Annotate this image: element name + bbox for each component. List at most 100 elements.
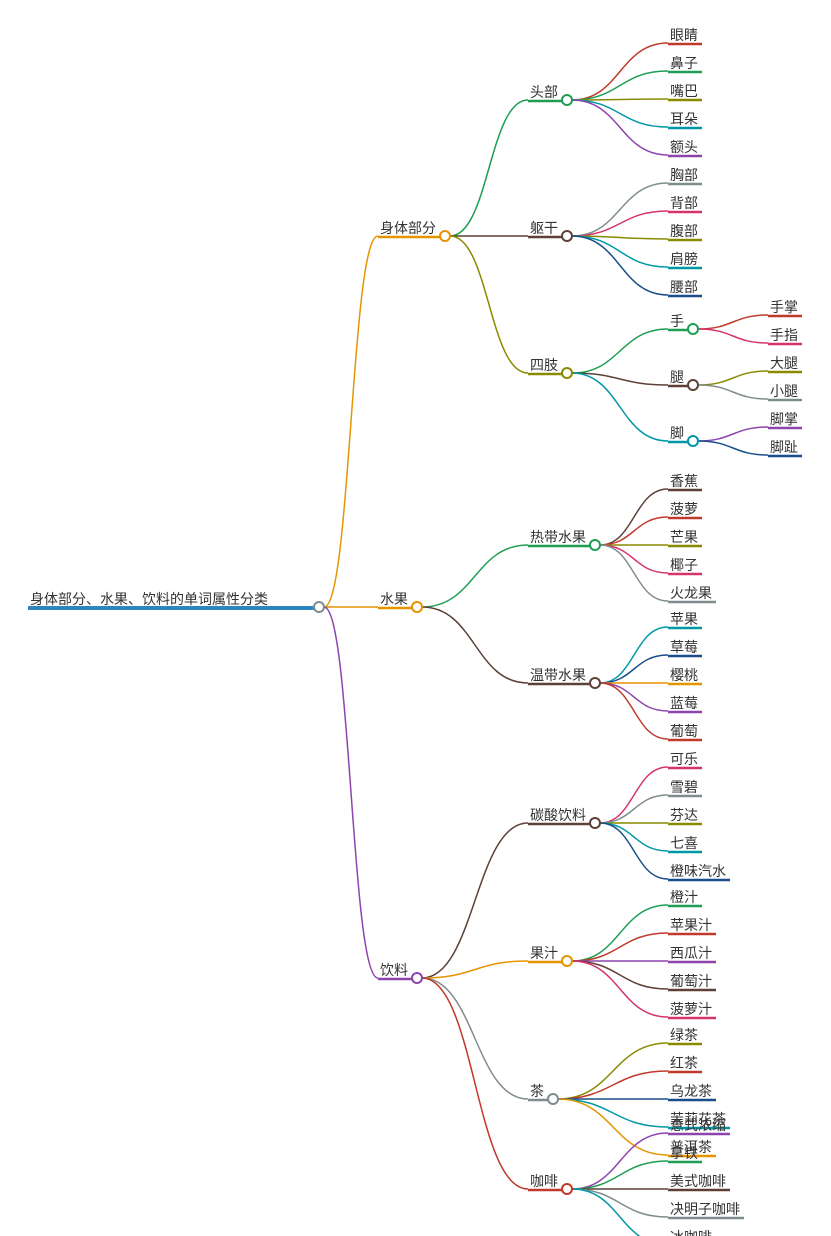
node-label: 鼻子	[670, 55, 698, 71]
node-label: 拿铁	[670, 1145, 698, 1161]
edge	[324, 607, 378, 978]
node-label: 躯干	[530, 220, 558, 236]
node-label: 背部	[670, 195, 698, 211]
edge	[572, 1189, 668, 1217]
edge	[698, 371, 768, 385]
node-label: 蓝莓	[670, 695, 698, 711]
edge	[572, 1189, 668, 1236]
node-label: 胸部	[670, 167, 698, 183]
edge	[600, 489, 668, 545]
node-label: 碳酸饮料	[530, 807, 586, 823]
edge	[422, 823, 528, 978]
edge	[558, 1043, 668, 1099]
node-label: 眼睛	[670, 27, 698, 43]
node-label: 腹部	[670, 223, 698, 239]
node-label: 茶	[530, 1083, 544, 1099]
edge	[450, 100, 528, 236]
node-label: 苹果汁	[670, 917, 712, 933]
edge	[600, 795, 668, 823]
node-label: 腰部	[670, 279, 698, 295]
branch-circle	[314, 602, 324, 612]
branch-circle	[562, 956, 572, 966]
labels-layer: 身体部分、水果、饮料的单词属性分类身体部分头部眼睛鼻子嘴巴耳朵额头躯干胸部背部腹…	[30, 27, 798, 1236]
node-label: 苹果	[670, 611, 698, 627]
branch-circle	[590, 678, 600, 688]
edge	[600, 517, 668, 545]
node-label: 乌龙茶	[670, 1083, 712, 1099]
node-label: 椰子	[670, 557, 698, 573]
edge	[572, 933, 668, 961]
edge	[422, 545, 528, 607]
node-label: 草莓	[670, 639, 698, 655]
node-label: 菠萝汁	[670, 1001, 712, 1017]
branch-circle	[688, 324, 698, 334]
edge	[600, 545, 668, 601]
node-label: 脚趾	[770, 439, 798, 455]
edge	[558, 1099, 668, 1155]
edge	[600, 683, 668, 711]
node-label: 头部	[530, 84, 558, 100]
branch-circle	[412, 973, 422, 983]
branch-circle	[562, 1184, 572, 1194]
edge	[572, 100, 668, 127]
node-label: 嘴巴	[670, 83, 698, 99]
node-label: 冰咖啡	[670, 1229, 712, 1236]
node-label: 橙味汽水	[670, 863, 726, 879]
node-label: 美式咖啡	[670, 1173, 726, 1189]
edge	[572, 183, 668, 236]
edge	[600, 683, 668, 739]
node-label: 额头	[670, 139, 698, 155]
node-label: 耳朵	[670, 111, 698, 127]
branch-circle	[562, 231, 572, 241]
branch-circle	[412, 602, 422, 612]
edge	[572, 211, 668, 236]
branch-circle	[590, 818, 600, 828]
node-label: 雪碧	[670, 779, 698, 795]
node-label: 脚	[670, 425, 684, 441]
node-label: 绿茶	[670, 1027, 698, 1043]
edge	[450, 236, 528, 373]
node-label: 葡萄汁	[670, 973, 712, 989]
node-label: 可乐	[670, 751, 698, 767]
edge	[698, 385, 768, 399]
node-label: 温带水果	[530, 667, 586, 683]
edge	[600, 767, 668, 823]
node-label: 脚掌	[770, 411, 798, 427]
edge	[422, 607, 528, 683]
node-label: 肩膀	[670, 251, 698, 267]
edge	[572, 236, 668, 267]
mindmap-container: 身体部分、水果、饮料的单词属性分类身体部分头部眼睛鼻子嘴巴耳朵额头躯干胸部背部腹…	[0, 0, 831, 1236]
node-label: 手指	[770, 327, 798, 343]
node-label: 香蕉	[670, 473, 698, 489]
node-label: 热带水果	[530, 529, 586, 545]
edge	[324, 236, 378, 607]
branch-circle	[688, 436, 698, 446]
node-label: 菠萝	[670, 501, 698, 517]
node-label: 小腿	[770, 383, 798, 399]
node-label: 腿	[670, 369, 684, 385]
branch-circle	[440, 231, 450, 241]
edge	[572, 100, 668, 155]
node-label: 饮料	[380, 962, 408, 978]
edge	[558, 1071, 668, 1099]
branch-circle	[562, 368, 572, 378]
node-label: 水果	[380, 591, 408, 607]
edge	[600, 823, 668, 851]
node-label: 葡萄	[670, 723, 698, 739]
node-label: 橙汁	[670, 889, 698, 905]
edge	[572, 329, 668, 373]
edge	[572, 961, 668, 1017]
branch-circle	[562, 95, 572, 105]
edge	[572, 1161, 668, 1189]
edge	[600, 823, 668, 879]
edge	[558, 1099, 668, 1127]
edge	[698, 329, 768, 343]
node-label: 西瓜汁	[670, 945, 712, 961]
edge	[422, 978, 528, 1189]
edge	[698, 427, 768, 441]
mindmap-svg: 身体部分、水果、饮料的单词属性分类身体部分头部眼睛鼻子嘴巴耳朵额头躯干胸部背部腹…	[0, 0, 831, 1236]
edge	[572, 373, 668, 441]
node-label: 手掌	[770, 299, 798, 315]
edge	[572, 905, 668, 961]
root-label: 身体部分、水果、饮料的单词属性分类	[30, 591, 268, 607]
